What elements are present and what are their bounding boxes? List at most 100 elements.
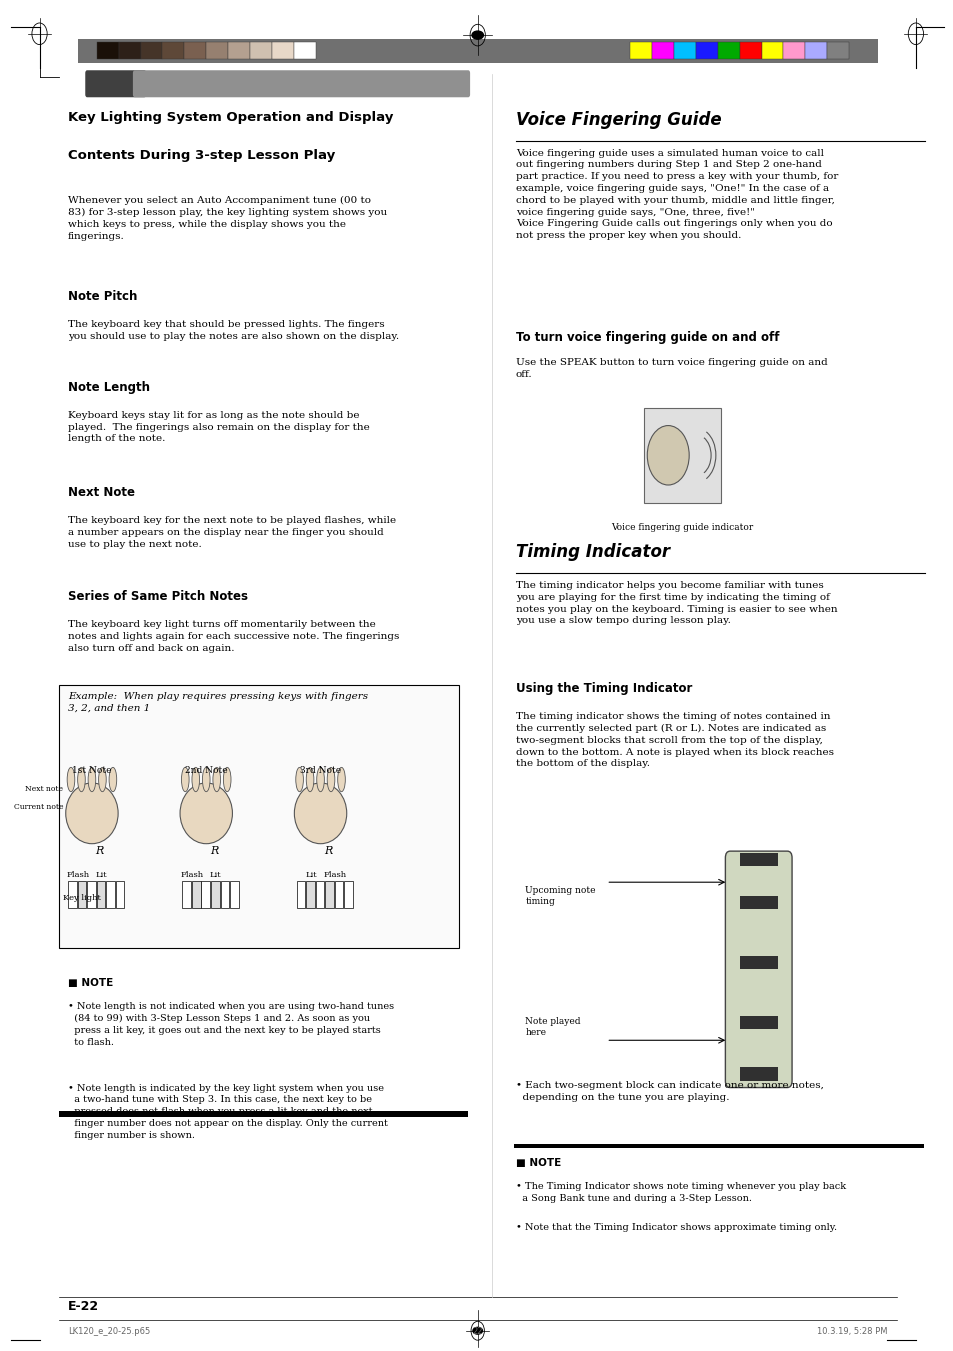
- Bar: [739, 896, 777, 909]
- Bar: [630, 42, 651, 59]
- Text: 3rd Note: 3rd Note: [299, 766, 341, 775]
- Bar: [695, 42, 717, 59]
- Bar: [673, 42, 695, 59]
- Bar: [140, 42, 162, 59]
- Bar: [306, 881, 314, 908]
- Ellipse shape: [98, 767, 106, 792]
- Text: 2nd Note: 2nd Note: [185, 766, 228, 775]
- Bar: [739, 955, 777, 969]
- Text: ■ NOTE: ■ NOTE: [68, 978, 113, 988]
- Text: Lit: Lit: [210, 871, 221, 880]
- Text: Key light: Key light: [63, 894, 101, 902]
- Ellipse shape: [337, 767, 345, 792]
- Text: Current note: Current note: [14, 802, 63, 811]
- Bar: [58, 1111, 468, 1117]
- Bar: [211, 881, 219, 908]
- Text: Timing Indicator: Timing Indicator: [516, 543, 669, 561]
- Bar: [58, 685, 458, 948]
- Bar: [118, 42, 140, 59]
- Text: • The Timing Indicator shows note timing whenever you play back
  a Song Bank tu: • The Timing Indicator shows note timing…: [516, 1182, 845, 1202]
- Text: • Note length is indicated by the key light system when you use
  a two-hand tun: • Note length is indicated by the key li…: [68, 1084, 388, 1140]
- Text: Lit: Lit: [95, 871, 107, 880]
- Ellipse shape: [180, 784, 233, 843]
- Bar: [760, 42, 782, 59]
- Text: • Each two-segment block can indicate one or more notes,
  depending on the tune: • Each two-segment block can indicate on…: [516, 1081, 822, 1101]
- Text: Keyboard keys stay lit for as long as the note should be
played.  The fingerings: Keyboard keys stay lit for as long as th…: [68, 411, 370, 443]
- Text: Flash: Flash: [323, 871, 346, 880]
- Text: Example:  When play requires pressing keys with fingers
3, 2, and then 1: Example: When play requires pressing key…: [68, 692, 368, 712]
- Text: The keyboard key for the next note to be played flashes, while
a number appears : The keyboard key for the next note to be…: [68, 516, 395, 549]
- Ellipse shape: [67, 767, 74, 792]
- Text: Contents During 3-step Lesson Play: Contents During 3-step Lesson Play: [68, 149, 335, 162]
- Text: Voice fingering guide uses a simulated human voice to call
out fingering numbers: Voice fingering guide uses a simulated h…: [516, 149, 838, 240]
- FancyBboxPatch shape: [724, 851, 791, 1088]
- Bar: [717, 42, 739, 59]
- Text: R: R: [210, 846, 218, 857]
- Circle shape: [646, 426, 688, 485]
- Text: Note played
here: Note played here: [525, 1017, 580, 1036]
- Bar: [514, 1144, 923, 1148]
- Bar: [77, 39, 877, 63]
- FancyBboxPatch shape: [132, 70, 470, 97]
- Bar: [96, 42, 118, 59]
- Ellipse shape: [295, 767, 303, 792]
- Bar: [220, 881, 229, 908]
- Text: Next note: Next note: [26, 785, 63, 793]
- Bar: [294, 42, 315, 59]
- Bar: [315, 881, 324, 908]
- Text: Note Length: Note Length: [68, 381, 150, 394]
- Ellipse shape: [66, 784, 118, 843]
- Ellipse shape: [88, 767, 95, 792]
- Text: R: R: [95, 846, 104, 857]
- Bar: [272, 42, 294, 59]
- Text: Lit: Lit: [305, 871, 316, 880]
- Text: Whenever you select an Auto Accompaniment tune (00 to
83) for 3-step lesson play: Whenever you select an Auto Accompanimen…: [68, 196, 387, 240]
- Text: • Note that the Timing Indicator shows approximate timing only.: • Note that the Timing Indicator shows a…: [516, 1223, 836, 1232]
- Text: ■ NOTE: ■ NOTE: [516, 1158, 560, 1167]
- Text: Voice Fingering Guide: Voice Fingering Guide: [516, 111, 720, 128]
- Bar: [250, 42, 272, 59]
- Ellipse shape: [202, 767, 210, 792]
- Bar: [192, 881, 200, 908]
- Bar: [335, 881, 343, 908]
- Ellipse shape: [472, 31, 483, 39]
- Ellipse shape: [473, 1327, 482, 1335]
- Text: LK120_e_20-25.p65: LK120_e_20-25.p65: [68, 1327, 151, 1336]
- Bar: [344, 881, 353, 908]
- Bar: [325, 881, 334, 908]
- Bar: [804, 42, 826, 59]
- Text: Key Lighting System Operation and Display: Key Lighting System Operation and Displa…: [68, 111, 393, 124]
- Bar: [739, 42, 760, 59]
- Ellipse shape: [316, 767, 324, 792]
- Text: Series of Same Pitch Notes: Series of Same Pitch Notes: [68, 590, 248, 604]
- Bar: [206, 42, 228, 59]
- Text: E-22: E-22: [68, 1300, 99, 1313]
- Bar: [182, 881, 191, 908]
- Bar: [228, 42, 250, 59]
- Text: 10.3.19, 5:28 PM: 10.3.19, 5:28 PM: [816, 1327, 886, 1336]
- Ellipse shape: [223, 767, 231, 792]
- Bar: [739, 1067, 777, 1081]
- FancyBboxPatch shape: [85, 70, 146, 97]
- Text: Next Note: Next Note: [68, 486, 135, 500]
- Ellipse shape: [294, 784, 346, 843]
- Text: Flash: Flash: [180, 871, 203, 880]
- Text: R: R: [324, 846, 332, 857]
- Text: Note Pitch: Note Pitch: [68, 290, 137, 304]
- Bar: [643, 408, 720, 503]
- Bar: [201, 881, 210, 908]
- Bar: [77, 881, 86, 908]
- Bar: [739, 852, 777, 866]
- Ellipse shape: [327, 767, 335, 792]
- Bar: [115, 881, 124, 908]
- Text: Flash: Flash: [66, 871, 90, 880]
- Bar: [296, 881, 305, 908]
- Ellipse shape: [213, 767, 220, 792]
- Bar: [739, 1016, 777, 1029]
- Ellipse shape: [181, 767, 189, 792]
- Text: The keyboard key light turns off momentarily between the
notes and lights again : The keyboard key light turns off momenta…: [68, 620, 399, 653]
- Bar: [826, 42, 848, 59]
- Bar: [87, 881, 95, 908]
- Text: The timing indicator helps you become familiar with tunes
you are playing for th: The timing indicator helps you become fa…: [516, 581, 837, 626]
- Bar: [230, 881, 238, 908]
